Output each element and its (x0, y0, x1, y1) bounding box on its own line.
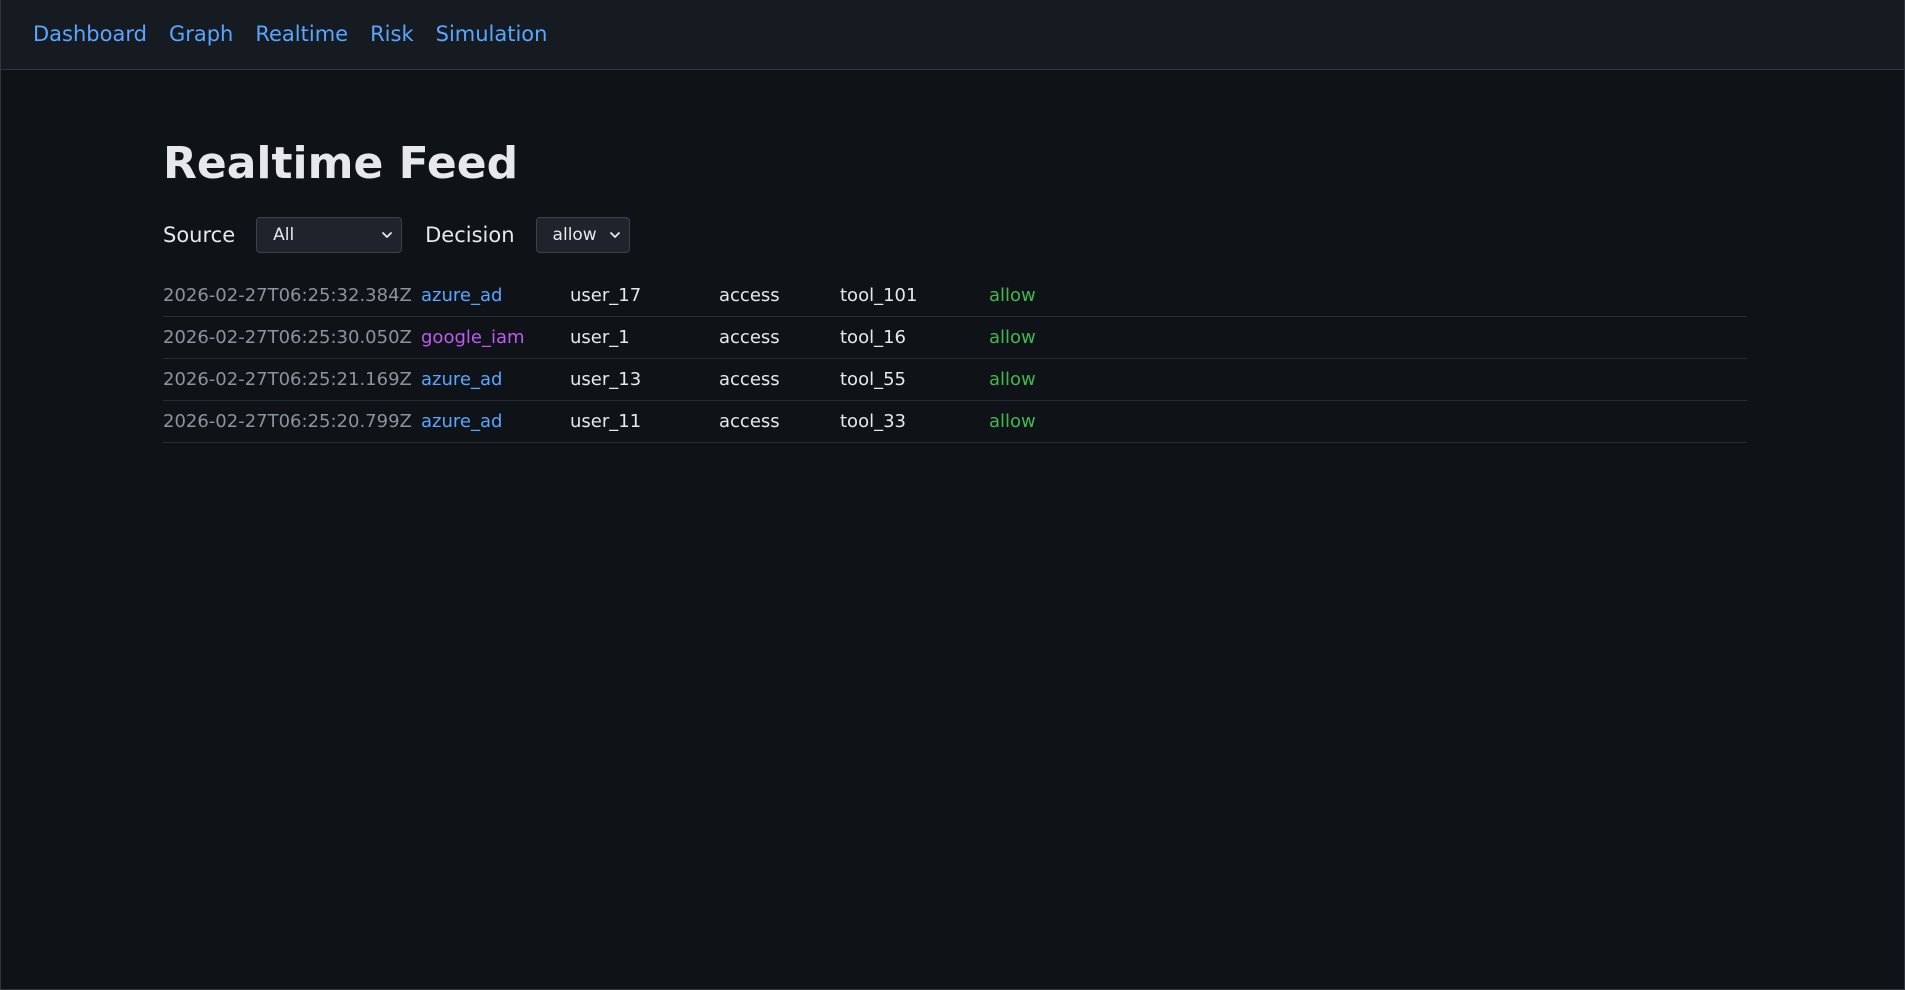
event-tool: tool_33 (840, 410, 906, 432)
nav-graph[interactable]: Graph (168, 22, 234, 46)
event-decision: allow (989, 368, 1036, 390)
feed-row[interactable]: 2026-02-27T06:25:32.384Z azure_ad user_1… (163, 275, 1747, 317)
top-nav: Dashboard Graph Realtime Risk Simulation (1, 0, 1904, 70)
filter-bar: Source All Decision allow (163, 216, 1744, 253)
event-user: user_17 (570, 284, 642, 306)
source-filter-value: All (273, 224, 295, 245)
event-timestamp: 2026-02-27T06:25:30.050Z (163, 326, 412, 348)
event-source: azure_ad (421, 284, 503, 306)
decision-filter-select[interactable]: allow (535, 216, 630, 253)
event-decision: allow (989, 326, 1036, 348)
event-user: user_13 (570, 368, 642, 390)
event-source: google_iam (421, 326, 525, 348)
event-decision: allow (989, 284, 1036, 306)
event-source: azure_ad (421, 410, 503, 432)
event-source: azure_ad (421, 368, 503, 390)
event-tool: tool_101 (840, 284, 918, 306)
source-filter-label: Source (163, 222, 236, 247)
event-action: access (719, 284, 780, 306)
nav-dashboard[interactable]: Dashboard (33, 22, 147, 46)
event-action: access (719, 410, 780, 432)
event-action: access (719, 326, 780, 348)
event-user: user_11 (570, 410, 642, 432)
event-action: access (719, 368, 780, 390)
feed-row[interactable]: 2026-02-27T06:25:21.169Z azure_ad user_1… (163, 359, 1747, 401)
chevron-down-icon (609, 231, 620, 238)
chevron-down-icon (382, 231, 393, 238)
feed-row[interactable]: 2026-02-27T06:25:30.050Z google_iam user… (163, 317, 1747, 359)
source-filter-select[interactable]: All (256, 216, 403, 253)
event-tool: tool_55 (840, 368, 906, 390)
event-timestamp: 2026-02-27T06:25:20.799Z (163, 410, 412, 432)
event-timestamp: 2026-02-27T06:25:32.384Z (163, 284, 412, 306)
event-feed: 2026-02-27T06:25:32.384Z azure_ad user_1… (163, 275, 1747, 443)
page-title: Realtime Feed (163, 138, 519, 189)
main-content: Realtime Feed Source All Decision allow … (1, 138, 1904, 443)
event-timestamp: 2026-02-27T06:25:21.169Z (163, 368, 412, 390)
feed-row[interactable]: 2026-02-27T06:25:20.799Z azure_ad user_1… (163, 401, 1747, 443)
nav-risk[interactable]: Risk (370, 22, 414, 46)
decision-filter-label: Decision (425, 222, 515, 247)
event-tool: tool_16 (840, 326, 906, 348)
nav-realtime[interactable]: Realtime (255, 22, 349, 46)
nav-simulation[interactable]: Simulation (435, 22, 548, 46)
event-decision: allow (989, 410, 1036, 432)
decision-filter-value: allow (552, 224, 597, 245)
event-user: user_1 (570, 326, 630, 348)
